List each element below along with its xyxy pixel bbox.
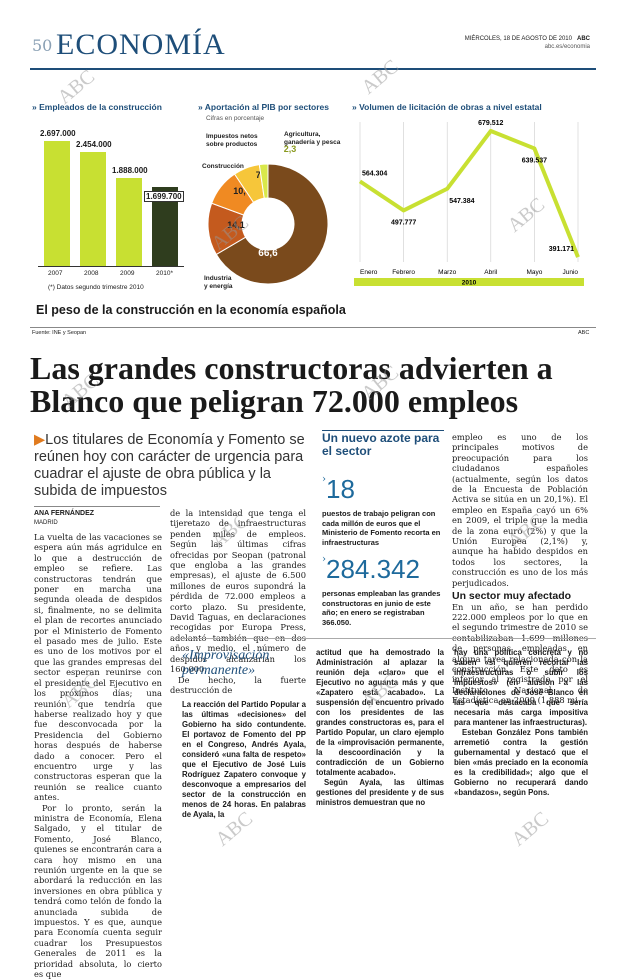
box-col3-para1: hay una política concreta y no saben «si…	[454, 648, 588, 727]
pie-slice-0	[215, 163, 329, 285]
figure-text: personas empleaban las grandes construct…	[322, 589, 441, 627]
graphic-caption: El peso de la construcción en la economí…	[36, 303, 346, 317]
line-value-label: 547.384	[449, 198, 474, 205]
sidebar-figure-2: ›284.342 personas empleaban las grandes …	[322, 554, 444, 627]
date-text: MIÉRCOLES, 18 DE AGOSTO DE 2010	[464, 36, 572, 42]
bar-2008	[80, 152, 106, 266]
article-col2: de la intensidad que tenga el tijeretazo…	[170, 508, 306, 695]
sidebar-title: Un nuevo azote para el sector	[322, 431, 440, 458]
col2-para2: De hecho, la fuerte destrucción de	[170, 674, 306, 695]
col1-para2: Por lo pronto, serán la ministra de Econ…	[34, 802, 162, 979]
graphic-source: Fuente: INE y Seopan	[32, 330, 87, 336]
line-category-label: Marzo	[438, 269, 456, 276]
line-category-label: Abril	[484, 269, 498, 276]
figure-number: 18	[326, 474, 355, 504]
line-category-label: Junio	[562, 269, 578, 276]
chart2-subtitle: Cifras en porcentaje	[206, 115, 265, 122]
article-headline: Las grandes constructoras advierten a Bl…	[30, 350, 553, 419]
chart1-note: (*) Datos segundo trimestre 2010	[48, 284, 144, 291]
pie-value-label: 2,3	[284, 144, 297, 154]
pie-slice-name: Construcción	[202, 163, 244, 170]
figure-number: 284.342	[326, 554, 420, 584]
bar-category-label: 2009	[120, 270, 135, 277]
bar-category-label: 2008	[84, 270, 99, 277]
line-chart: 564.304 Enero 497.777 Febrero 547.384 Marzo 67…	[354, 120, 584, 287]
col4-para2: En un año, se han perdido 222.000 empleo…	[452, 601, 588, 706]
triangle-bullet-icon: ▶	[34, 432, 46, 448]
bar-value-label: 2.454.000	[76, 140, 112, 150]
sidebar-rule	[322, 430, 444, 431]
pie-slice-name: ganadería y pesca	[284, 139, 341, 146]
line-value-label: 497.777	[391, 219, 416, 226]
line-value-label: 639.537	[522, 157, 547, 164]
bar-category-label: 2010*	[156, 270, 173, 277]
pie-slice-name: sobre productos	[206, 141, 258, 148]
box-col3-para2: Esteban González Pons también arremetió …	[454, 728, 588, 797]
bar-axis	[38, 266, 184, 267]
line-series	[358, 128, 580, 258]
bar-chart: 2.697.000 2007 2.454.000 2008 1.888.000 2009 1…	[34, 118, 184, 286]
line-value-label: 564.304	[362, 170, 387, 177]
line-value-label: 391.171	[549, 246, 574, 253]
pie-value-label: 14,1	[227, 220, 245, 230]
pie-value-label: 66,6	[258, 248, 278, 259]
box-col3: hay una política concreta y no saben «si…	[454, 648, 588, 798]
bar-2007	[44, 140, 70, 266]
article-col1: La vuelta de las vacaciones se espera aú…	[34, 532, 162, 979]
line-category-label: Febrero	[392, 269, 415, 276]
bar-value-label: 1.888.000	[112, 166, 148, 176]
pie-slice-name: Servicios	[254, 241, 283, 248]
pie-slice-name: Industria	[204, 275, 232, 282]
subheadline-text: Los titulares de Economía y Fomento se r…	[34, 432, 305, 499]
opinion-box	[172, 638, 596, 829]
box-col1: La reacción del Partido Popular a las úl…	[182, 700, 306, 819]
arrow-icon: ›	[322, 474, 326, 485]
col4-para1: empleo es uno de los principales motivos…	[452, 432, 588, 588]
dateline: MADRID	[34, 520, 58, 526]
header-url: abc.es/economia	[544, 44, 590, 50]
col4-subhead: Un sector muy afectado	[452, 590, 572, 603]
article-subheadline: ▶Los titulares de Economía y Fomento se …	[34, 432, 314, 500]
page-number: 50	[32, 36, 53, 55]
graphic-source-brand: ABC	[578, 330, 590, 336]
chart2-title: » Aportación al PIB por sectores	[198, 102, 329, 112]
box-col2: actitud que ha demostrado la Administrac…	[316, 648, 444, 808]
header-rule	[30, 68, 596, 70]
bar-2009	[116, 178, 142, 266]
byline-rule	[34, 506, 160, 507]
article-col4: empleo es uno de los principales motivos…	[452, 432, 588, 706]
col1-para1: La vuelta de las vacaciones se espera aú…	[34, 532, 162, 803]
line-category-label: Mayo	[526, 269, 542, 276]
sidebar-figure-1: ›18 puestos de trabajo peligran con cada…	[322, 474, 444, 547]
bar-value-label: 1.699.700	[144, 191, 184, 203]
chart3-title: » Volumen de licitación de obras a nivel…	[352, 102, 542, 112]
line-value-label: 679.512	[478, 120, 503, 127]
byline: ANA FERNÁNDEZ	[34, 510, 95, 517]
bar-value-label: 2.697.000	[40, 128, 76, 138]
section-title: ECONOMÍA	[56, 28, 226, 61]
col2-para1: de la intensidad que tenga el tijeretazo…	[170, 508, 306, 675]
chart1-title: » Empleados de la construcción	[32, 102, 162, 112]
box-title: «Improvisación permanente»	[182, 648, 270, 678]
figure-text: puestos de trabajo peligran con cada mil…	[322, 509, 441, 547]
bar-category-label: 2007	[48, 270, 63, 277]
pie-slice-name: y energía	[204, 283, 233, 290]
brand-text: ABC	[577, 36, 590, 42]
pie-slice-name: Agricultura,	[284, 131, 321, 138]
watermark: ABC	[357, 55, 404, 99]
year-band	[354, 278, 584, 286]
year-label: 2010	[462, 280, 477, 287]
pie-slice-4	[258, 163, 269, 199]
header-date: MIÉRCOLES, 18 DE AGOSTO DE 2010 ABC	[440, 36, 590, 42]
line-category-label: Enero	[360, 269, 378, 276]
pie-value-label: 10,0	[233, 186, 251, 196]
box-col2-para1: actitud que ha demostrado la Administrac…	[316, 648, 444, 777]
arrow-icon: ›	[322, 554, 326, 565]
caption-rule	[30, 327, 596, 328]
pie-slice-name: Impuestos netos	[206, 133, 258, 140]
box-col2-para2: Según Ayala, las últimas gestiones del p…	[316, 778, 444, 807]
